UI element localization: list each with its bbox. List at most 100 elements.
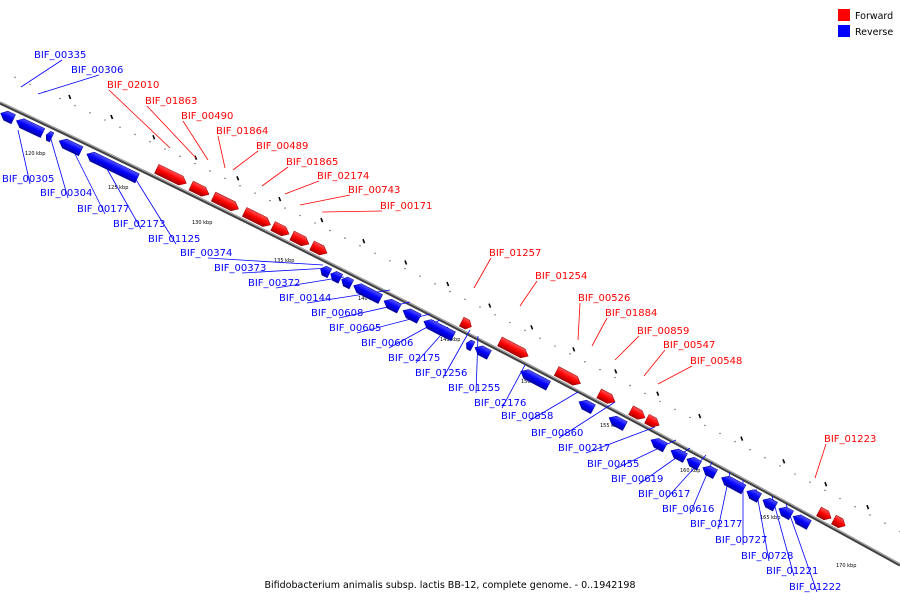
map-caption: Bifidobacterium animalis subsp. lactis B… xyxy=(265,580,636,591)
minor-tick-dot xyxy=(749,448,751,451)
leader-line xyxy=(69,143,106,215)
forward-gene-arrow xyxy=(154,163,187,186)
leader-line xyxy=(771,495,795,577)
major-tick-mark xyxy=(572,347,576,352)
reverse-gene-arrow xyxy=(686,457,702,471)
minor-tick-dot xyxy=(284,207,286,209)
minor-tick-dot xyxy=(119,126,121,128)
leader-line xyxy=(473,257,492,289)
major-tick-mark xyxy=(614,369,618,374)
major-tick-mark xyxy=(152,134,156,140)
major-tick-mark xyxy=(740,436,744,441)
legend-reverse-swatch xyxy=(838,25,850,37)
minor-tick-dot xyxy=(164,148,166,150)
forward-gene-arrow xyxy=(816,506,832,521)
forward-gene-label: BIF_00548 xyxy=(690,356,742,367)
tick-label: 135 kbp xyxy=(274,258,294,264)
major-tick-mark xyxy=(110,114,114,120)
reverse-gene-arrow xyxy=(58,138,84,157)
forward-gene-label: BIF_01865 xyxy=(286,157,338,168)
leader-line xyxy=(591,317,608,347)
minor-tick-dot xyxy=(14,76,16,79)
forward-gene-label: BIF_01884 xyxy=(605,308,657,319)
leader-line xyxy=(321,210,383,213)
major-tick-mark xyxy=(236,176,240,181)
forward-gene-label: BIF_00490 xyxy=(181,111,233,122)
leader-line xyxy=(261,166,289,187)
reverse-gene-label: BIF_00858 xyxy=(501,411,553,422)
forward-gene-arrow xyxy=(458,316,472,330)
minor-tick-dot xyxy=(674,408,676,411)
forward-gene-arrow xyxy=(596,388,616,404)
leader-line xyxy=(442,329,471,379)
minor-tick-dot xyxy=(779,465,781,467)
reverse-gene-label: BIF_02177 xyxy=(690,519,742,530)
leader-line xyxy=(217,135,226,169)
reverse-gene-label: BIF_01222 xyxy=(789,582,841,593)
reverse-gene-arrow xyxy=(762,498,778,512)
major-tick-mark xyxy=(362,238,366,244)
minor-tick-dot xyxy=(809,481,811,483)
major-tick-mark xyxy=(404,260,408,265)
minor-tick-dot xyxy=(89,112,91,114)
leader-line xyxy=(577,302,581,341)
leader-line xyxy=(299,194,351,206)
minor-tick-dot xyxy=(479,306,481,308)
tick-label: 170 kbp xyxy=(836,563,856,569)
minor-tick-dot xyxy=(179,155,181,158)
leader-line xyxy=(558,401,616,439)
leader-line xyxy=(108,89,171,149)
minor-tick-dot xyxy=(134,133,136,136)
reverse-gene-arrow xyxy=(383,298,402,314)
minor-tick-dot xyxy=(644,392,646,395)
reverse-gene-label: BIF_02175 xyxy=(388,353,440,364)
reverse-gene-label: BIF_00373 xyxy=(214,263,266,274)
reverse-gene-label: BIF_00372 xyxy=(248,278,300,289)
reverse-gene-arrow xyxy=(778,506,794,521)
reverse-gene-label: BIF_00144 xyxy=(279,293,331,304)
reverse-gene-arrow xyxy=(0,110,16,125)
forward-gene-label: BIF_01864 xyxy=(216,126,268,137)
tick-label: 130 kbp xyxy=(192,220,212,226)
reverse-gene-arrow xyxy=(670,448,688,463)
reverse-gene-label: BIF_00605 xyxy=(329,323,381,334)
reverse-gene-label: BIF_00177 xyxy=(77,204,129,215)
gene-labels: BIF_02010 BIF_01863 BIF_00490 BIF_01864 BIF_… xyxy=(2,50,876,593)
forward-gene-arrow xyxy=(241,207,271,227)
reverse-gene-arrow xyxy=(16,118,46,138)
reverse-gene-label: BIF_01221 xyxy=(766,566,818,577)
forward-gene-arrow xyxy=(644,413,660,428)
leader-line xyxy=(519,280,538,307)
forward-gene-label: BIF_01863 xyxy=(145,96,197,107)
reverse-gene-arrow xyxy=(608,415,628,431)
reverse-gene-label: BIF_00305 xyxy=(2,174,54,185)
reverse-gene-arrow xyxy=(650,438,668,453)
leader-line xyxy=(232,150,259,171)
minor-tick-dot xyxy=(509,321,511,324)
minor-tick-dot xyxy=(569,353,571,355)
major-tick-mark xyxy=(656,391,660,396)
forward-gene-label: BIF_02174 xyxy=(317,171,369,182)
reverse-gene-label: BIF_00306 xyxy=(71,65,123,76)
leader-line xyxy=(475,335,479,394)
forward-gene-label: BIF_00526 xyxy=(578,293,630,304)
tick-label: 155 kbp xyxy=(600,423,620,429)
reverse-gene-label: BIF_00727 xyxy=(715,535,767,546)
reverse-gene-label: BIF_00335 xyxy=(34,50,86,61)
forward-gene-label: BIF_00171 xyxy=(380,201,432,212)
leader-line xyxy=(241,267,331,274)
leader-line xyxy=(49,135,69,199)
minor-tick-dot xyxy=(239,185,241,187)
minor-tick-dot xyxy=(374,252,376,254)
minor-tick-dot xyxy=(599,368,601,371)
forward-gene-arrow xyxy=(289,230,310,247)
reverse-gene-label: BIF_01256 xyxy=(415,368,467,379)
reverse-gene-label: BIF_01255 xyxy=(448,383,500,394)
tick-label: 120 kbp xyxy=(25,151,45,157)
forward-gene-arrow xyxy=(628,405,646,420)
minor-tick-dot xyxy=(704,424,706,427)
minor-tick-dot xyxy=(449,290,451,293)
leader-line xyxy=(528,391,579,422)
reverse-gene-arrow xyxy=(423,319,456,342)
tick-label: 160 kbp xyxy=(680,468,700,474)
